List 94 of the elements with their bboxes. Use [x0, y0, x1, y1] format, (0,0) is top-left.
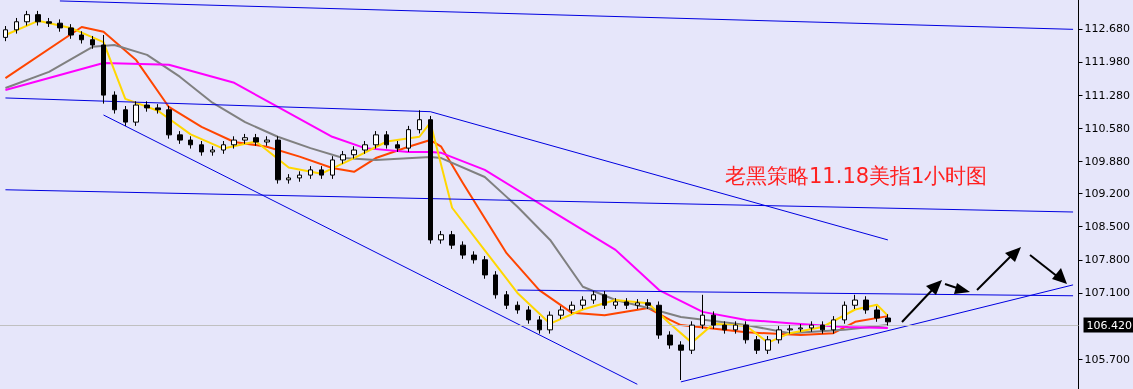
candlestick — [711, 310, 716, 330]
candlestick — [700, 294, 705, 330]
candlestick — [635, 298, 640, 310]
candlestick — [743, 320, 749, 345]
candlestick — [591, 290, 596, 305]
candlestick — [68, 23, 74, 40]
candlestick — [14, 17, 19, 35]
candlestick — [885, 313, 891, 327]
y-tick-label: 107.100 — [1084, 286, 1131, 300]
candlestick — [733, 320, 738, 335]
candlestick — [144, 100, 150, 113]
candlestick — [362, 140, 368, 155]
candlestick — [373, 130, 379, 150]
ref-line-label: 106.420 — [1086, 318, 1133, 332]
y-tick-label: 107.800 — [1084, 253, 1131, 267]
y-tick-label: 111.280 — [1084, 88, 1131, 102]
candlestick — [667, 330, 673, 350]
candlestick — [101, 34, 106, 105]
candlestick — [569, 300, 575, 315]
candlestick — [722, 320, 727, 335]
candlestick — [123, 105, 128, 127]
candlestick — [820, 320, 825, 335]
candlestick — [547, 310, 553, 335]
candlestick — [3, 25, 8, 42]
candlestick — [417, 109, 422, 134]
candlestick — [24, 10, 30, 27]
y-tick-label: 105.700 — [1084, 352, 1131, 366]
candlestick — [231, 135, 237, 150]
candlestick — [754, 335, 760, 355]
candlestick — [863, 295, 869, 315]
candlestick — [438, 230, 444, 245]
y-tick-label: 111.980 — [1084, 55, 1131, 69]
candlestick — [602, 290, 607, 310]
candlestick — [286, 173, 291, 185]
candlestick — [449, 230, 455, 250]
candlestick — [351, 145, 357, 160]
candlestick — [177, 130, 183, 145]
candlestick — [384, 130, 389, 150]
candlestick — [297, 170, 302, 183]
candlestick — [776, 325, 782, 345]
candlestick — [852, 294, 858, 310]
candlestick — [645, 298, 651, 310]
candlestick — [798, 323, 803, 333]
candlestick — [558, 305, 564, 320]
candlestick — [319, 165, 324, 180]
candlestick — [482, 255, 488, 280]
candlestick — [809, 320, 814, 333]
y-tick-label: 109.880 — [1084, 154, 1131, 168]
candlestick — [340, 150, 346, 165]
candlestick — [253, 133, 259, 147]
candlestick — [308, 165, 313, 180]
y-tick-label: 110.580 — [1084, 121, 1131, 135]
candlestick — [199, 140, 204, 157]
candlestick — [57, 18, 63, 33]
candlestick — [460, 240, 466, 260]
text: 老黑策略11.18美指1小时图 — [725, 163, 988, 188]
candlestick — [874, 305, 880, 323]
candlestick — [504, 290, 509, 310]
candlestick — [656, 300, 662, 340]
candlestick — [242, 133, 248, 145]
candlestick — [264, 135, 270, 147]
candlestick — [537, 315, 542, 335]
candlestick — [166, 105, 172, 140]
candlestick — [395, 140, 400, 153]
candlestick — [515, 300, 520, 315]
y-tick-label: 112.680 — [1084, 22, 1131, 36]
candlestick — [406, 125, 411, 153]
candlestick — [112, 90, 117, 115]
candlestick — [493, 270, 498, 300]
candlestick — [35, 10, 41, 27]
candlestick — [526, 305, 531, 325]
candlestick — [580, 295, 586, 310]
candlestick — [90, 35, 95, 50]
candlestick — [79, 30, 84, 45]
candlestick — [765, 335, 771, 355]
candlestick — [842, 300, 847, 325]
candlestick — [678, 340, 684, 381]
candlestick — [787, 324, 793, 335]
candlestick — [188, 135, 193, 150]
candlestick — [689, 320, 695, 355]
candlestick — [46, 17, 52, 28]
candlestick — [330, 155, 335, 180]
candlestick — [471, 250, 477, 265]
candlestick — [613, 297, 618, 310]
candlestick — [624, 297, 629, 310]
candlestick — [133, 100, 139, 127]
y-tick-label: 108.500 — [1084, 220, 1131, 234]
candlestick — [221, 140, 226, 155]
candlestick — [428, 115, 433, 245]
candlestick — [275, 135, 281, 185]
candlestick — [155, 103, 161, 115]
candlestick — [831, 315, 836, 335]
candlestick — [210, 145, 215, 157]
y-tick-label: 109.200 — [1084, 187, 1131, 201]
